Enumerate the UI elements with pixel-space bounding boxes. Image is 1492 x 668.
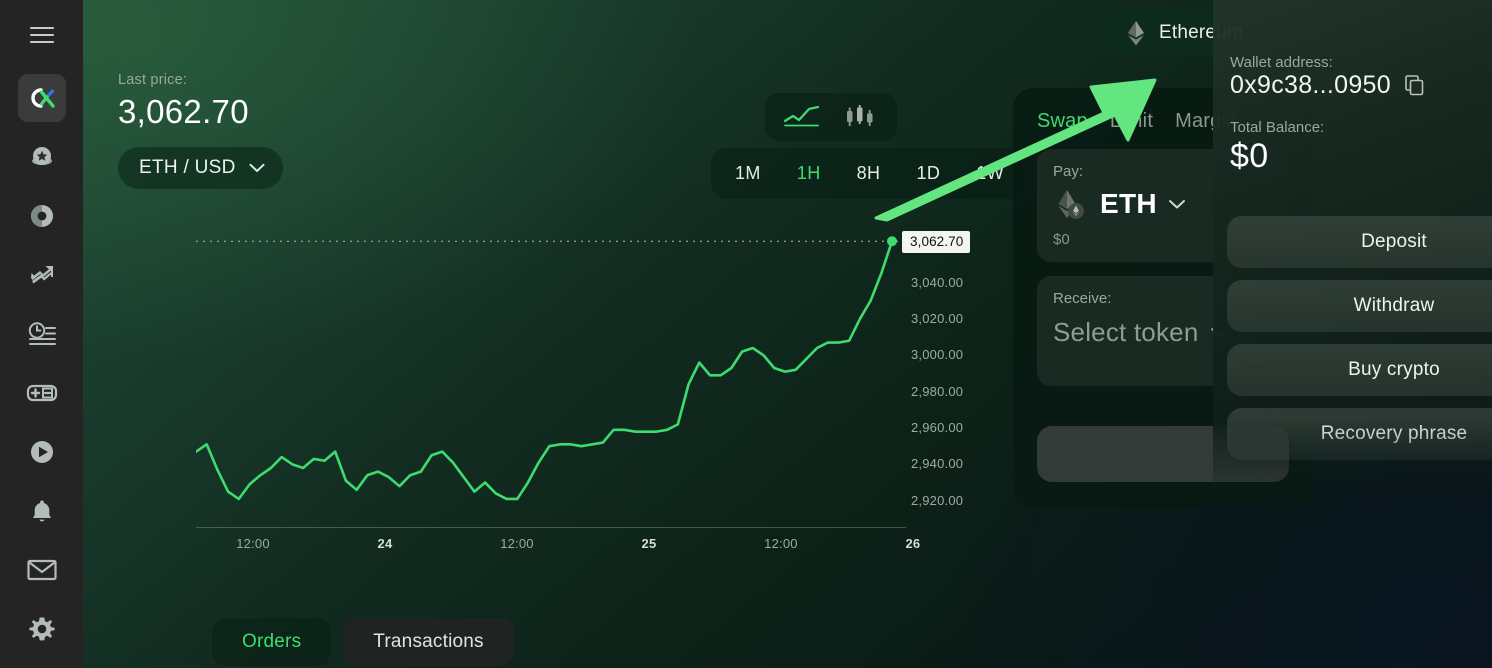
wallet-address-value: 0x9c38...0950 [1230,71,1391,99]
total-balance-label: Total Balance: [1230,119,1325,136]
swap-tab-limit[interactable]: Limit [1109,110,1154,132]
chart-type-toggle [765,93,897,141]
pair-label: ETH / USD [139,157,236,178]
chart-x-axis: 12:00 24 12:00 25 12:00 26 [196,536,920,558]
line-chart-icon [783,105,820,127]
swap-arrows-icon [30,266,53,284]
y-axis-tick: 2,920.00 [911,492,964,508]
ethereum-token-icon [1058,190,1084,219]
candlestick-chart-icon [847,105,873,126]
swap-receive-placeholder: Select token [1053,317,1199,347]
tab-orders[interactable]: Orders [212,618,332,666]
swap-receive-label: Receive: [1053,290,1112,307]
wallet-popup: Wallet address: 0x9c38...0950 Total Bala… [1213,0,1492,500]
withdraw-button[interactable]: Withdraw [1227,280,1492,332]
chevron-down-icon [249,163,265,172]
x-axis-tick: 12:00 [500,536,534,551]
sidebar-item-logo[interactable] [17,74,66,122]
menu-toggle-icon[interactable] [21,14,63,56]
y-axis-tick: 2,940.00 [911,456,964,472]
pair-selector[interactable]: ETH / USD [118,147,283,189]
envelope-icon [26,559,57,581]
y-axis-tick: 2,960.00 [911,420,964,435]
timeframe-1m[interactable]: 1M [735,163,761,183]
ethereum-icon [1128,20,1144,45]
timeframe-1h[interactable]: 1H [796,163,821,183]
sidebar-item-mail[interactable] [18,546,66,594]
menu-bar [29,34,54,36]
candlestick-chart-button[interactable] [837,102,883,132]
plus-minus-card-icon [26,384,57,402]
sidebar-item-transfers[interactable] [18,251,66,299]
main-content: Last price: 3,062.70 ETH / USD [83,0,1492,668]
gear-icon [28,617,55,641]
chart-y-axis: 3,040.00 3,020.00 3,000.00 2,980.00 2,960.00… [906,228,1002,528]
clock-list-icon [28,322,56,345]
sidebar-item-history[interactable] [18,310,66,358]
wallet-address-row: 0x9c38...0950 [1230,71,1424,100]
play-circle-icon [30,441,53,463]
wallet-actions: Deposit Withdraw Buy crypto Recovery phr… [1227,216,1492,460]
tab-transactions[interactable]: Transactions [343,618,514,666]
sidebar-item-settings[interactable] [18,605,66,653]
last-price-value: 3,062.70 [118,93,249,130]
sidebar-item-play[interactable] [18,428,66,476]
price-block: Last price: 3,062.70 ETH / USD [118,72,283,189]
sidebar-item-favorites[interactable] [18,133,66,181]
buy-crypto-button[interactable]: Buy crypto [1227,344,1492,396]
copy-icon[interactable] [1405,75,1424,96]
pie-chart-icon [30,205,53,227]
y-axis-tick: 2,980.00 [911,383,964,399]
last-price-label: Last price: [118,72,188,88]
swap-pay-token: ETH [1100,188,1157,219]
sidebar-item-notifications[interactable] [18,487,66,535]
menu-bar [29,41,54,43]
chart-baseline [196,527,906,528]
star-coin-icon [31,147,52,165]
chart-line [196,239,894,501]
sidebar [0,0,83,668]
wallet-address-label: Wallet address: [1230,54,1333,71]
timeframe-selector: 1M 1H 8H 1D 1W [711,148,1029,199]
menu-bar [29,27,54,29]
x-axis-tick: 24 [377,536,393,551]
total-balance-value: $0 [1230,137,1269,175]
deposit-button[interactable]: Deposit [1227,216,1492,268]
x-axis-tick: 12:00 [764,536,798,551]
last-price-tag: 3,062.70 [902,231,971,254]
x-axis-tick: 25 [641,536,657,551]
chart-svg [196,236,906,501]
recovery-phrase-button[interactable]: Recovery phrase [1227,408,1492,460]
swap-tab-swap[interactable]: Swap [1037,110,1088,132]
bottom-tabs: Orders Transactions [212,618,514,666]
y-axis-tick: 3,040.00 [911,274,964,290]
y-axis-tick: 3,020.00 [911,310,964,326]
price-chart[interactable] [196,228,906,528]
bell-icon [32,500,51,522]
timeframe-1d[interactable]: 1D [916,163,941,183]
line-chart-button[interactable] [779,102,825,132]
x-axis-tick: 12:00 [236,536,270,551]
sidebar-item-deposit-withdraw[interactable] [18,369,66,417]
x-axis-tick: 26 [905,536,921,551]
timeframe-8h[interactable]: 8H [856,163,881,183]
swap-pay-value: $0 [1053,231,1070,248]
sidebar-item-portfolio[interactable] [18,192,66,240]
chart-last-point [887,236,897,247]
chevron-down-icon [1168,199,1185,208]
logo-icon [30,88,55,108]
y-axis-tick: 3,000.00 [911,347,964,363]
